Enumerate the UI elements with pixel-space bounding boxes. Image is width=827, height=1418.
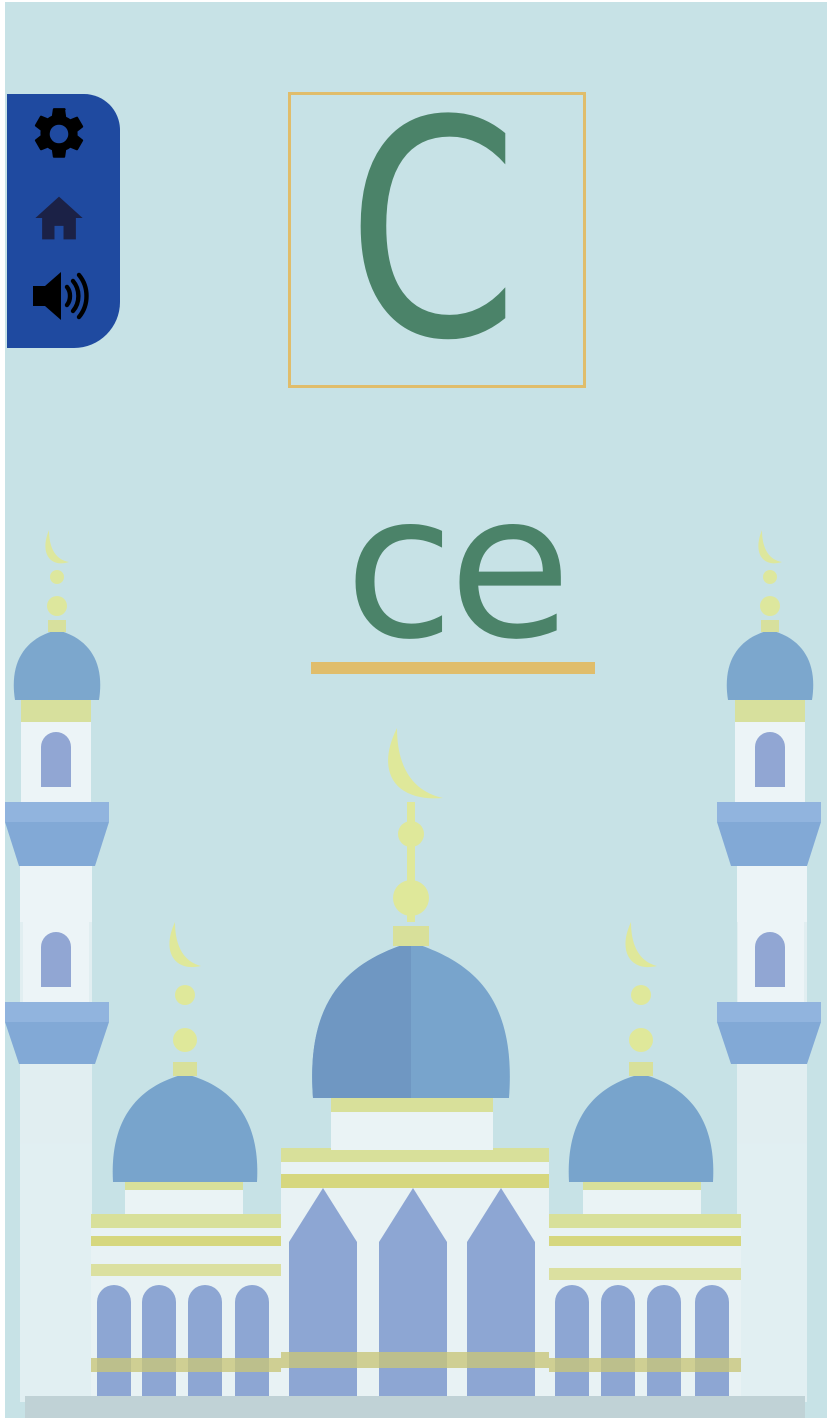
home-icon — [35, 196, 83, 240]
gear-icon — [34, 108, 84, 158]
right-wing — [549, 922, 741, 1404]
mosque-illustration — [5, 530, 821, 1418]
left-wing — [91, 922, 283, 1404]
letter-card[interactable]: C — [288, 82, 586, 388]
side-menu-panel — [7, 94, 120, 348]
speaker-icon — [33, 272, 89, 320]
sound-button[interactable] — [25, 262, 93, 330]
ground — [25, 1396, 805, 1418]
syllable-underline — [311, 662, 595, 674]
syllable-text[interactable]: ce — [344, 451, 571, 684]
home-button[interactable] — [25, 184, 93, 252]
central-hall — [281, 728, 549, 1404]
lesson-screen: C ce — [5, 2, 827, 1418]
left-minaret — [5, 530, 109, 1402]
right-minaret — [717, 530, 821, 1402]
settings-button[interactable] — [25, 100, 93, 168]
letter-text: C — [347, 57, 519, 406]
